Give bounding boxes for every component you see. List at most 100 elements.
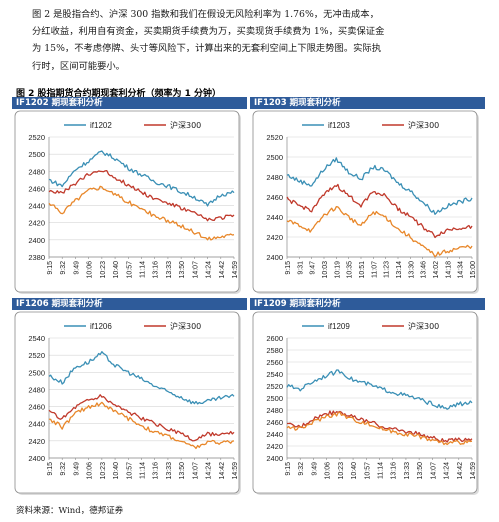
panel-title: IF1202 期现套利分析 xyxy=(12,97,247,109)
x-tick-label: 14:24 xyxy=(444,462,451,480)
x-tick-label: 14:24 xyxy=(206,462,213,480)
x-tick-label: 9:47 xyxy=(310,261,317,275)
legend-label: if1209 xyxy=(328,322,350,331)
x-tick-label: 10:57 xyxy=(364,462,371,480)
x-tick-label: 9:15 xyxy=(285,261,292,275)
x-tick-label: 13:50 xyxy=(417,462,424,480)
x-tick-label: 15:00 xyxy=(470,261,477,279)
y-tick-label: 2480 xyxy=(266,173,283,182)
chart-if1202: 2380 2400 2420 2440 2460 2480 2500 2520 9:15 9:32… xyxy=(14,110,241,294)
y-tick-label: 2420 xyxy=(266,442,283,451)
y-tick-label: 2560 xyxy=(266,358,283,367)
y-tick-label: 2500 xyxy=(266,394,283,403)
series-line xyxy=(48,169,235,222)
legend-label: if1206 xyxy=(90,322,112,331)
y-tick-label: 2380 xyxy=(28,253,45,262)
x-tick-label: 14:59 xyxy=(470,462,477,480)
plot-frame xyxy=(14,311,240,494)
y-tick-label: 2400 xyxy=(266,454,283,463)
x-tick-label: 10:23 xyxy=(100,462,107,480)
plot-frame xyxy=(14,110,240,293)
y-tick-label: 2420 xyxy=(28,219,45,228)
x-tick-label: 10:35 xyxy=(347,261,354,279)
legend-label: if1202 xyxy=(90,121,112,130)
x-tick-label: 9:31 xyxy=(297,261,304,275)
x-tick-label: 14:07 xyxy=(192,261,199,279)
series-line xyxy=(286,183,473,239)
x-tick-label: 14:02 xyxy=(433,261,440,279)
x-tick-label: 11:07 xyxy=(371,261,378,278)
x-tick-label: 9:32 xyxy=(60,261,67,275)
x-tick-label: 14:24 xyxy=(206,261,213,279)
legend-label: 沪深300 xyxy=(170,120,201,130)
x-tick-label: 13:33 xyxy=(166,462,173,480)
panel-title: IF1209 期现套利分析 xyxy=(250,298,485,310)
x-tick-label: 10:23 xyxy=(338,462,345,480)
x-tick-label: 14:42 xyxy=(457,462,464,480)
x-tick-label: 13:50 xyxy=(179,462,186,480)
x-tick-label: 13:33 xyxy=(404,462,411,480)
y-tick-label: 2440 xyxy=(266,430,283,439)
y-tick-label: 2480 xyxy=(28,167,45,176)
paragraph-line-2: 分红收益，利用自有资金，买卖期货手续费为万，买卖现货手续费为 1%，买卖保证金 xyxy=(32,26,385,38)
y-tick-label: 2480 xyxy=(266,406,283,415)
x-tick-label: 10:03 xyxy=(322,261,329,279)
x-tick-label: 14:59 xyxy=(232,462,239,480)
y-tick-label: 2460 xyxy=(28,184,45,193)
y-tick-label: 2440 xyxy=(266,213,283,222)
y-tick-label: 2600 xyxy=(266,334,283,343)
chart-panel-if1209: IF1209 期现套利分析 2400 2420 2440 2460 2480 2500 25… xyxy=(250,298,485,500)
x-tick-label: 9:32 xyxy=(298,462,305,476)
y-tick-label: 2460 xyxy=(266,418,283,427)
series-line xyxy=(286,157,473,215)
y-tick-label: 2500 xyxy=(28,368,45,377)
series-line xyxy=(48,401,235,450)
series-line xyxy=(48,394,235,442)
x-tick-label: 11:14 xyxy=(140,462,147,479)
x-tick-label: 10:06 xyxy=(87,462,94,480)
series-line xyxy=(48,185,235,241)
series-line xyxy=(286,369,473,410)
y-tick-label: 2520 xyxy=(266,133,283,142)
paragraph-line-3: 为 15%，不考虑停牌、头寸等风险下，计算出来的无套利空间上下限走势图。实际执 xyxy=(32,43,382,55)
y-tick-label: 2400 xyxy=(28,236,45,245)
chart-if1206: 2400 2420 2440 2460 2480 2500 2520 2540 9:15 9:32… xyxy=(14,311,241,495)
plot-frame xyxy=(252,110,478,293)
source-note: 资料来源：Wind，德邦证券 xyxy=(16,506,124,516)
x-tick-label: 14:59 xyxy=(232,261,239,279)
y-tick-label: 2420 xyxy=(266,233,283,242)
y-tick-label: 2440 xyxy=(28,202,45,211)
series-line xyxy=(286,206,473,258)
y-tick-label: 2520 xyxy=(28,351,45,360)
x-tick-label: 10:57 xyxy=(126,462,133,480)
x-tick-label: 13:16 xyxy=(153,261,160,279)
x-tick-label: 9:15 xyxy=(47,462,54,476)
x-tick-label: 14:07 xyxy=(192,462,199,480)
x-tick-label: 10:57 xyxy=(126,261,133,279)
chart-if1209: 2400 2420 2440 2460 2480 2500 2520 2540 2560 2580… xyxy=(252,311,479,495)
y-tick-label: 2440 xyxy=(28,420,45,429)
x-tick-label: 9:32 xyxy=(60,462,67,476)
x-tick-label: 9:49 xyxy=(311,462,318,476)
x-tick-label: 10:51 xyxy=(359,261,366,279)
chart-if1203: 2400 2420 2440 2460 2480 2500 2520 9:15 9:31 9:47… xyxy=(252,110,479,294)
y-tick-label: 2580 xyxy=(266,346,283,355)
figure-title: 图 2 股指期货合约期现套利分析（频率为 1 分钟） xyxy=(16,89,222,99)
chart-panel-if1202: IF1202 期现套利分析 2380 2400 2420 2440 2460 2480 25… xyxy=(12,97,247,299)
x-tick-label: 11:14 xyxy=(378,462,385,479)
x-tick-label: 10:23 xyxy=(100,261,107,279)
x-tick-label: 14:18 xyxy=(445,261,452,279)
x-tick-label: 9:49 xyxy=(73,462,80,476)
y-tick-label: 2460 xyxy=(266,193,283,202)
x-tick-label: 9:49 xyxy=(73,261,80,275)
x-tick-label: 10:40 xyxy=(351,462,358,480)
x-tick-label: 14:07 xyxy=(430,462,437,480)
x-tick-label: 14:42 xyxy=(219,261,226,279)
x-tick-label: 10:06 xyxy=(325,462,332,480)
x-tick-label: 13:33 xyxy=(166,261,173,279)
y-tick-label: 2460 xyxy=(28,403,45,412)
chart-panel-if1206: IF1206 期现套利分析 2400 2420 2440 2460 2480 2500 25… xyxy=(12,298,247,500)
series-line xyxy=(48,150,235,207)
x-tick-label: 11:14 xyxy=(140,261,147,278)
series-line xyxy=(48,351,235,405)
